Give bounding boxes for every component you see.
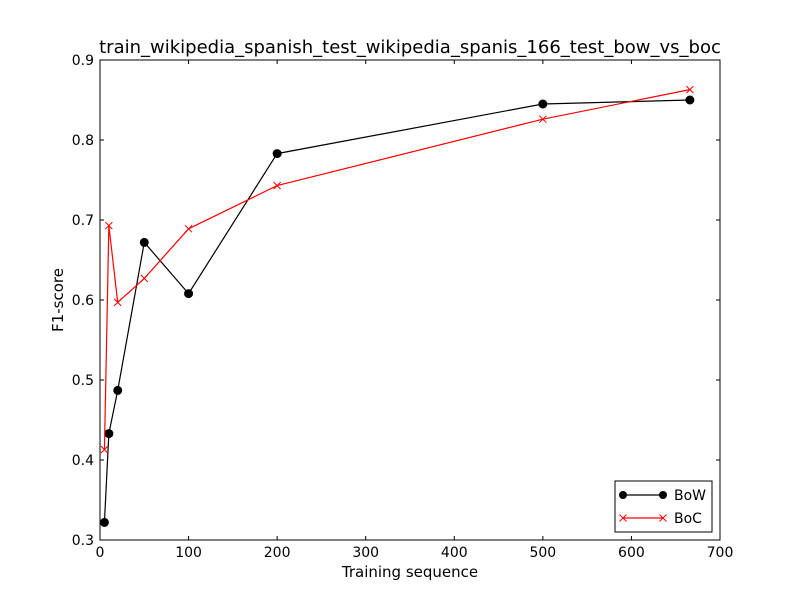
data-point-boc [100,445,109,454]
marker-stroke [686,85,694,94]
data-point-bow [272,149,282,159]
data-point-bow [184,289,194,299]
x-tick-label: 600 [618,545,645,561]
x-tick-label: 500 [529,545,556,561]
x-tick-label: 700 [707,545,734,561]
data-point-boc [113,298,122,307]
y-tick-label: 0.9 [72,53,94,69]
legend-label-bow: BoW [674,488,706,504]
plot-area: 0 100 200 300 400 500 600 700 0.3 0.4 0.5 0.6 0.7 0.8… [72,53,734,561]
legend-marker-boc [619,514,627,522]
y-axis-label: F1-score [49,268,67,332]
marker-stroke [273,181,281,190]
data-point-boc [273,181,281,190]
data-point-bow [113,385,123,395]
series-line-bow [103,99,690,523]
data-point-boc [140,274,149,283]
y-tick-label: 0.3 [72,533,94,549]
y-tick-label: 0.8 [72,133,94,149]
data-point-boc [539,115,547,124]
marker-stroke [105,221,113,230]
legend-marker-bow [619,491,627,499]
legend-label-boc: BoC [674,511,702,527]
legend-box [614,480,713,533]
data-point-boc [105,221,113,230]
marker-stroke [100,445,109,454]
series-line-boc [103,89,691,450]
data-point-boc [184,224,193,233]
chart-title: train_wikipedia_spanish_test_wikipedia_s… [99,37,721,58]
marker-stroke [539,115,547,124]
data-point-bow [538,99,548,109]
marker-stroke [659,514,667,522]
y-tick-label: 0.6 [72,293,94,309]
y-tick-label: 0.4 [72,453,94,469]
marker-stroke [140,274,149,283]
x-tick-label: 100 [175,545,202,561]
data-point-bow [139,237,149,247]
data-point-bow [104,429,114,439]
legend-marker-boc [659,514,667,522]
data-point-boc [686,85,694,94]
legend-marker-bow [659,491,667,499]
x-tick-label: 0 [96,545,105,561]
x-tick-label: 300 [352,545,379,561]
y-tick-label: 0.5 [72,373,94,389]
data-point-bow [99,517,109,527]
marker-stroke [113,298,122,307]
marker-stroke [619,514,627,522]
legend: BoW BoC [614,480,713,533]
x-axis-label: Training sequence [341,563,478,581]
y-tick-label: 0.7 [72,213,94,229]
data-point-bow [685,95,695,105]
x-tick-label: 400 [441,545,468,561]
marker-stroke [184,224,193,233]
x-tick-label: 200 [264,545,291,561]
